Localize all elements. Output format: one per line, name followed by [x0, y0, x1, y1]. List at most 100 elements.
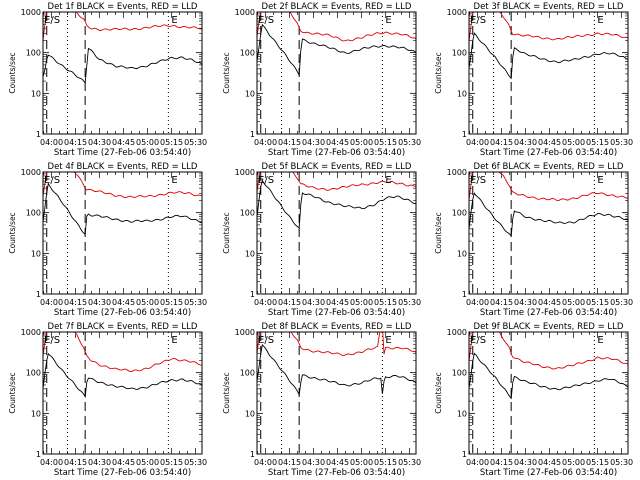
x-tick-label: 04:00 — [40, 298, 63, 307]
x-tick-label: 04:45 — [538, 138, 561, 147]
y-tick-label: 100 — [26, 209, 41, 218]
region-label: E — [171, 175, 177, 186]
panel-title: Det 8f BLACK = Events, RED = LLD — [262, 322, 412, 332]
y-tick-label: 1000 — [235, 168, 255, 177]
plot-frame — [256, 331, 417, 455]
x-tick-label: 05:00 — [562, 458, 585, 467]
y-tick-label: 1000 — [447, 328, 467, 337]
y-tick-label: 1000 — [235, 328, 255, 337]
x-tick-label: 04:30 — [88, 138, 111, 147]
y-tick-label: 10 — [457, 249, 467, 258]
x-tick-label: 04:00 — [254, 298, 277, 307]
x-tick-label: 04:15 — [278, 458, 301, 467]
x-tick-label: 04:15 — [490, 458, 513, 467]
x-tick-label: 05:30 — [184, 458, 207, 467]
plot-frame — [42, 331, 203, 455]
x-axis-label: Start Time (27-Feb-06 03:54:40) — [480, 148, 617, 158]
x-tick-label: 05:15 — [160, 458, 183, 467]
y-tick-label: 1000 — [447, 168, 467, 177]
x-tick-label: 04:15 — [278, 298, 301, 307]
lld-series-line — [257, 332, 416, 356]
x-tick-label: 05:30 — [398, 458, 421, 467]
x-tick-label: 05:00 — [136, 458, 159, 467]
y-tick-label: 1000 — [447, 8, 467, 17]
x-tick-label: 05:15 — [160, 138, 183, 147]
detector-panel: Det 8f BLACK = Events, RED = LLD Start Ti… — [222, 322, 421, 478]
x-tick-label: 04:30 — [514, 458, 537, 467]
plot-frame — [256, 171, 417, 295]
region-label: E/S — [258, 175, 274, 186]
x-tick-label: 05:15 — [374, 458, 397, 467]
plot-frame — [468, 331, 629, 455]
series-group — [469, 12, 628, 80]
y-tick-label: 1000 — [21, 328, 41, 337]
y-axis-label: Counts/sec — [434, 52, 443, 93]
y-tick-label: 100 — [240, 209, 255, 218]
x-tick-label: 04:30 — [302, 298, 325, 307]
x-tick-label: 05:00 — [136, 138, 159, 147]
y-tick-label: 10 — [31, 249, 41, 258]
lld-series-line — [469, 12, 628, 42]
x-axis-label: Start Time (27-Feb-06 03:54:40) — [480, 308, 617, 318]
region-label: E/S — [470, 335, 486, 346]
y-tick-label: 100 — [26, 49, 41, 58]
series-group — [43, 172, 202, 236]
y-tick-label: 1 — [250, 130, 255, 139]
region-label: E — [171, 335, 177, 346]
detector-panel: Det 1f BLACK = Events, RED = LLD Start Ti… — [8, 2, 207, 158]
y-axis-label: Counts/sec — [222, 372, 231, 413]
x-tick-label: 04:45 — [112, 138, 135, 147]
y-tick-label: 100 — [240, 369, 255, 378]
y-axis-label: Counts/sec — [8, 372, 17, 413]
region-label: E — [385, 15, 391, 26]
x-tick-label: 04:45 — [326, 138, 349, 147]
x-tick-label: 05:15 — [374, 138, 397, 147]
region-label: E — [385, 175, 391, 186]
detector-panel: Det 4f BLACK = Events, RED = LLD Start Ti… — [8, 162, 207, 318]
detector-panel: Det 2f BLACK = Events, RED = LLD Start Ti… — [222, 2, 421, 158]
lld-series-line — [43, 172, 202, 199]
x-tick-label: 05:15 — [586, 138, 609, 147]
y-axis-label: Counts/sec — [222, 212, 231, 253]
x-axis-label: Start Time (27-Feb-06 03:54:40) — [54, 468, 191, 478]
x-tick-label: 04:15 — [490, 138, 513, 147]
x-axis-label: Start Time (27-Feb-06 03:54:40) — [480, 468, 617, 478]
x-axis-label: Start Time (27-Feb-06 03:54:40) — [268, 148, 405, 158]
series-group — [257, 332, 416, 397]
region-label: E — [171, 15, 177, 26]
y-tick-label: 10 — [245, 89, 255, 98]
region-label: E/S — [470, 175, 486, 186]
y-tick-label: 1 — [250, 290, 255, 299]
x-tick-label: 05:30 — [610, 138, 633, 147]
x-axis-label: Start Time (27-Feb-06 03:54:40) — [54, 308, 191, 318]
x-tick-label: 04:45 — [326, 458, 349, 467]
region-label: E — [597, 15, 603, 26]
x-tick-label: 04:45 — [538, 298, 561, 307]
lld-series-line — [257, 12, 416, 42]
x-tick-label: 04:30 — [514, 138, 537, 147]
x-tick-label: 04:15 — [64, 458, 87, 467]
y-tick-label: 1 — [250, 450, 255, 459]
x-tick-label: 05:30 — [184, 298, 207, 307]
x-tick-label: 04:15 — [64, 298, 87, 307]
series-group — [43, 332, 202, 399]
events-series-line — [257, 23, 416, 77]
x-tick-label: 05:30 — [610, 298, 633, 307]
region-label: E — [597, 175, 603, 186]
y-tick-label: 10 — [457, 89, 467, 98]
region-label: E — [597, 335, 603, 346]
y-tick-label: 1000 — [21, 8, 41, 17]
x-tick-label: 05:00 — [350, 138, 373, 147]
x-tick-label: 04:30 — [88, 458, 111, 467]
x-tick-label: 04:45 — [538, 458, 561, 467]
y-tick-label: 1 — [462, 130, 467, 139]
x-tick-label: 05:00 — [562, 298, 585, 307]
y-tick-label: 1 — [36, 130, 41, 139]
y-axis-label: Counts/sec — [8, 212, 17, 253]
x-tick-label: 05:30 — [610, 458, 633, 467]
y-tick-label: 10 — [31, 409, 41, 418]
y-tick-label: 100 — [240, 49, 255, 58]
y-tick-label: 10 — [31, 89, 41, 98]
x-tick-label: 04:00 — [466, 458, 489, 467]
